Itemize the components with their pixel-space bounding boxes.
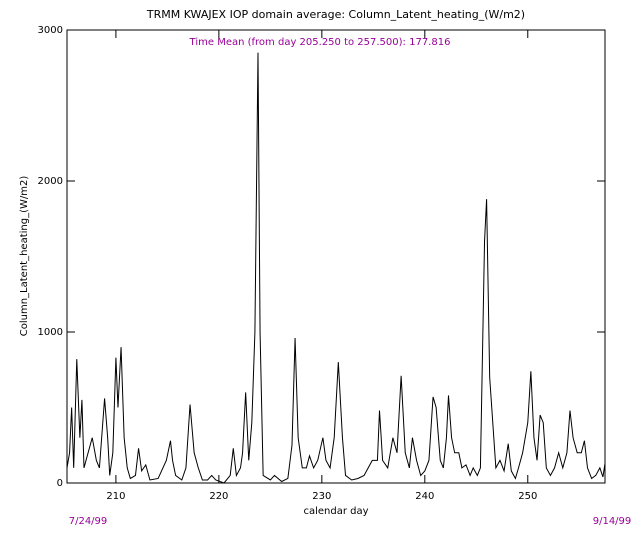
chart-title: TRMM KWAJEX IOP domain average: Column_L… xyxy=(146,8,525,21)
x-tick-label: 230 xyxy=(312,491,331,502)
y-tick-label: 2000 xyxy=(38,176,63,187)
y-tick-label: 0 xyxy=(57,478,63,489)
x-tick-label: 250 xyxy=(518,491,537,502)
x-tick-label: 220 xyxy=(209,491,228,502)
plot-frame xyxy=(66,29,606,484)
x-axis-label: calendar day xyxy=(303,506,368,517)
y-tick-label: 1000 xyxy=(38,327,63,338)
x-tick-label: 210 xyxy=(106,491,125,502)
annotation: Time Mean (from day 205.250 to 257.500):… xyxy=(189,37,451,48)
x-tick-label: 240 xyxy=(415,491,434,502)
y-tick-label: 3000 xyxy=(38,25,63,36)
start-date: 7/24/99 xyxy=(69,516,108,527)
end-date: 9/14/99 xyxy=(593,516,632,527)
y-axis-label: Column_Latent_heating_(W/m2) xyxy=(19,176,30,337)
data-line xyxy=(66,52,606,484)
